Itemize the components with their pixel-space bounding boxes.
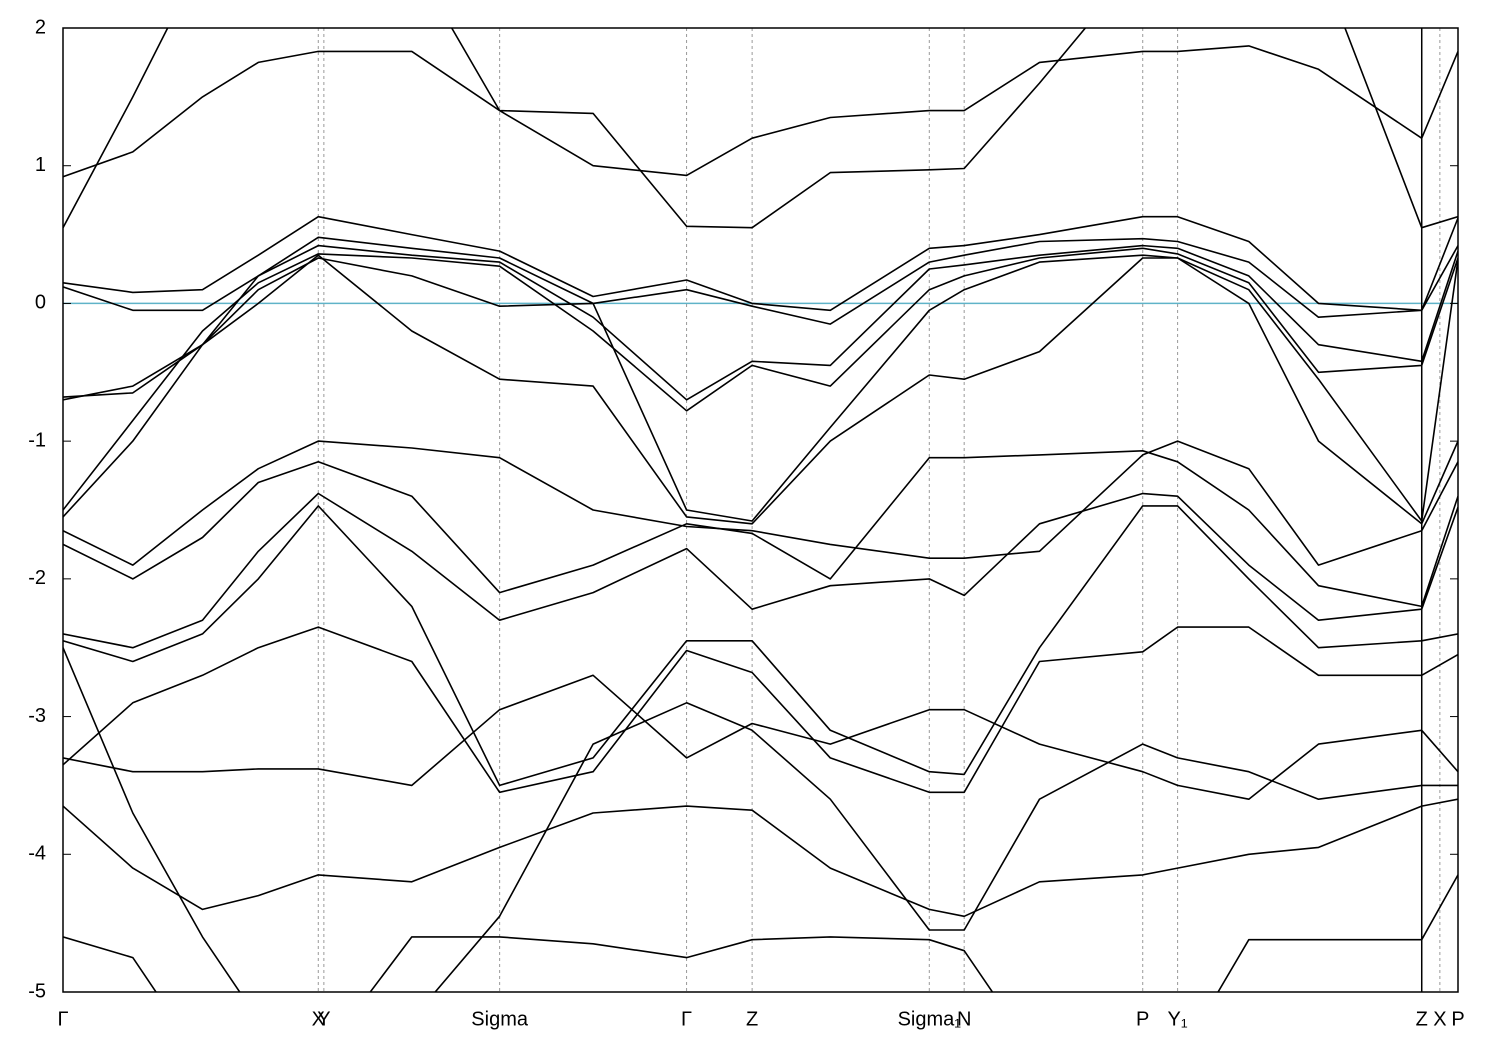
band [63,254,1458,522]
x-tick-label: Y [317,1008,330,1030]
y-tick-label: -5 [28,980,46,1002]
x-tick-label: P [1451,1008,1464,1030]
x-tick-label: Y₁ [1168,1008,1188,1030]
y-tick-label: 1 [35,154,46,176]
band [63,247,1458,511]
band [63,236,1458,325]
band [63,28,1458,229]
x-tick-label: X [312,1008,325,1030]
y-tick-label: -3 [28,705,46,727]
band [63,254,1458,525]
x-tick-label: Sigma₁ [898,1008,962,1030]
band [63,450,1458,608]
x-tick-label: Sigma [471,1008,529,1030]
band [63,505,1458,787]
x-tick-label: Z [1416,1008,1428,1030]
y-tick-label: 0 [35,292,46,314]
plot-frame [62,27,1459,993]
x-tick-label: X [1433,1008,1446,1030]
y-tick-label: -4 [28,843,46,865]
band [63,874,1458,992]
band [63,647,1458,992]
x-tick-label: N [957,1008,971,1030]
y-tick-label: -1 [28,429,46,451]
band [63,798,1458,918]
band [63,215,1458,312]
bands [63,28,1458,992]
y-tick-label: -2 [28,567,46,589]
y-tick-label: 2 [35,16,46,38]
band [63,440,1458,566]
band [63,492,1458,649]
x-tick-label: Γ [681,1008,692,1030]
x-tick-label: Γ [57,1008,68,1030]
band [63,45,1458,178]
x-tick-label: Z [746,1008,758,1030]
x-tick-label: P [1136,1008,1149,1030]
band [63,674,1458,800]
band [63,626,1458,794]
band [63,244,1458,401]
